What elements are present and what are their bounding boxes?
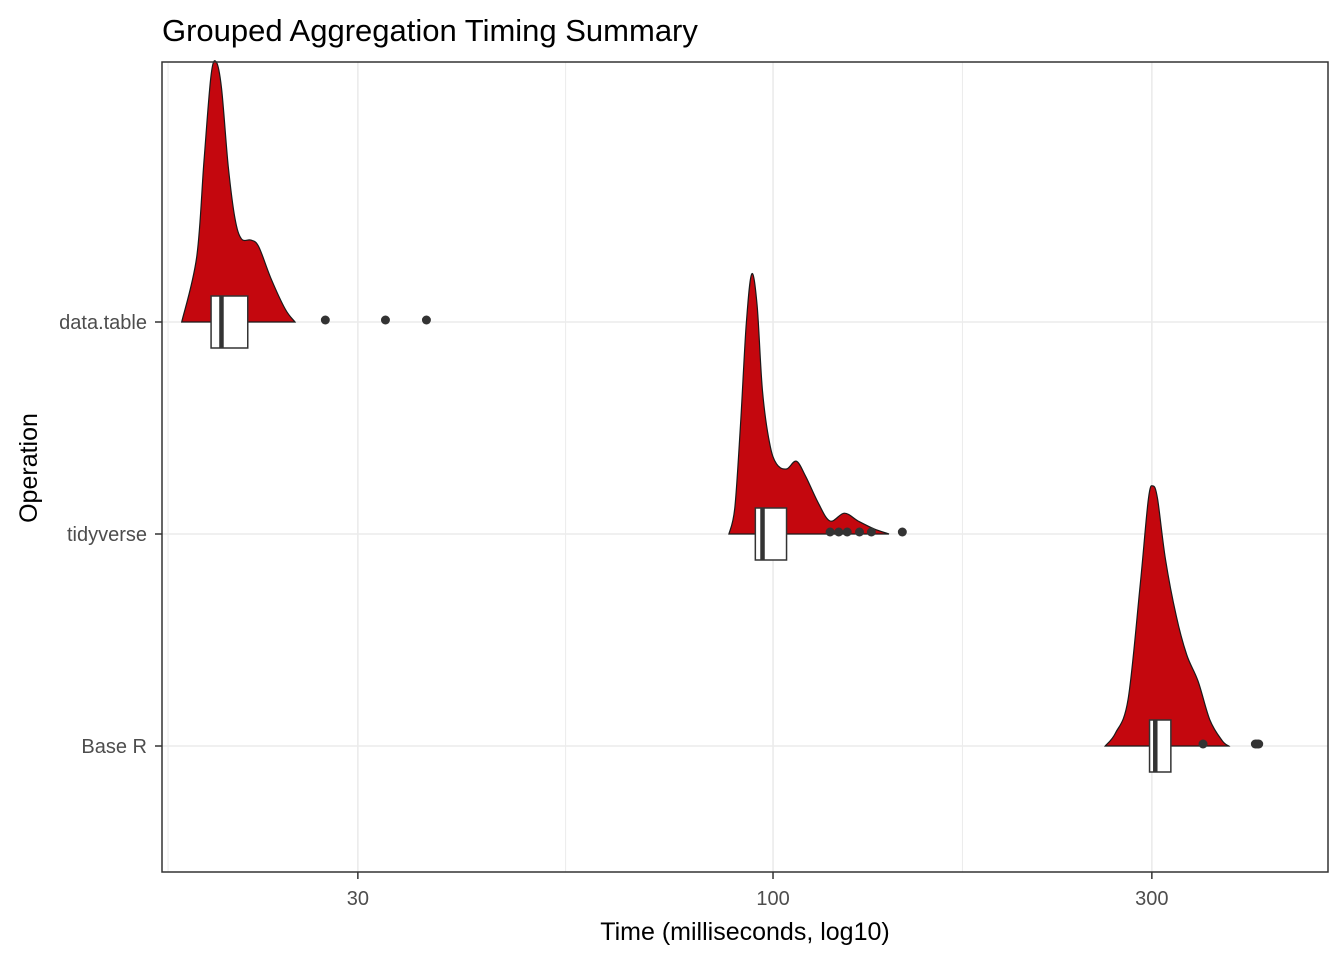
y-axis-title: Operation xyxy=(15,413,43,523)
panel-border xyxy=(161,61,1329,873)
series-layer xyxy=(180,60,1264,773)
outlier-point xyxy=(834,527,844,537)
outlier-point xyxy=(825,527,835,537)
outlier-point xyxy=(854,527,864,537)
outlier-point xyxy=(421,315,431,325)
x-tick-label: 30 xyxy=(347,888,369,910)
outlier-point xyxy=(320,315,330,325)
axes: 30 100 300 data.table tidyverse Base R xyxy=(59,312,1168,910)
y-tick-label: Base R xyxy=(81,736,147,758)
outlier-point xyxy=(1254,739,1264,749)
density-ridge xyxy=(728,272,890,535)
box xyxy=(754,507,788,561)
outlier-point xyxy=(897,527,907,537)
x-axis-title: Time (milliseconds, log10) xyxy=(600,918,889,946)
outlier-point xyxy=(1198,739,1208,749)
box xyxy=(210,295,249,349)
series-data-table xyxy=(180,60,431,349)
outlier-point xyxy=(380,315,390,325)
outlier-point xyxy=(866,527,876,537)
outlier-point xyxy=(842,527,852,537)
series-tidyverse xyxy=(728,272,907,561)
box xyxy=(1148,719,1172,773)
y-tick-label: data.table xyxy=(59,312,147,334)
density-ridge xyxy=(1103,485,1231,747)
chart-title: Grouped Aggregation Timing Summary xyxy=(162,13,698,48)
series-base-r xyxy=(1103,485,1264,773)
x-tick-label: 100 xyxy=(756,888,789,910)
x-tick-label: 300 xyxy=(1135,888,1168,910)
density-ridge xyxy=(180,60,297,323)
y-tick-label: tidyverse xyxy=(67,524,147,546)
